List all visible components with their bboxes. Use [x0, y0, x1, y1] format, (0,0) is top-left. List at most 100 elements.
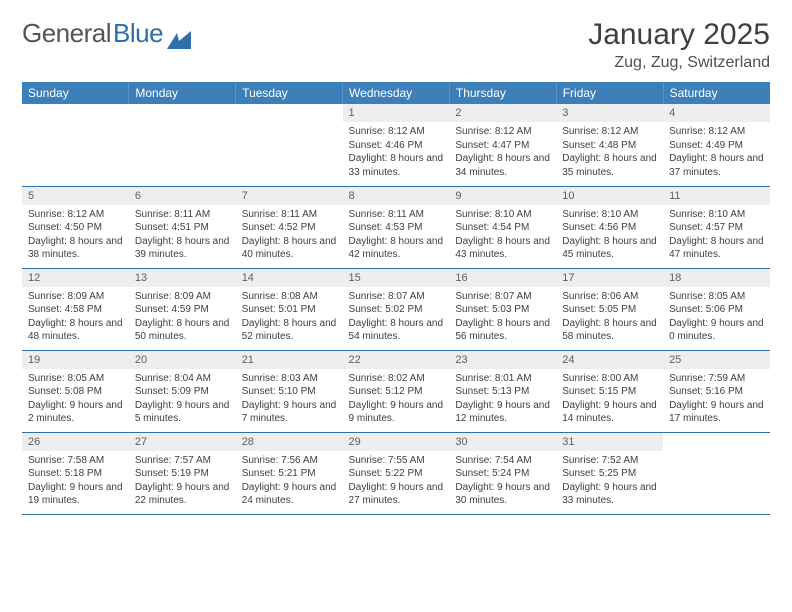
day-number: 28 — [236, 433, 343, 451]
logo-word-blue: Blue — [113, 18, 163, 49]
day-number-empty — [129, 104, 236, 122]
sunset-line: Sunset: 5:12 PM — [349, 385, 444, 399]
sunrise-line: Sunrise: 8:07 AM — [349, 290, 444, 304]
day-number: 7 — [236, 187, 343, 205]
day-details: Sunrise: 8:12 AMSunset: 4:48 PMDaylight:… — [556, 122, 663, 183]
calendar-cell: 25Sunrise: 7:59 AMSunset: 5:16 PMDayligh… — [663, 350, 770, 432]
day-number: 24 — [556, 351, 663, 369]
sunrise-line: Sunrise: 7:57 AM — [135, 454, 230, 468]
day-number: 30 — [449, 433, 556, 451]
calendar-cell: 2Sunrise: 8:12 AMSunset: 4:47 PMDaylight… — [449, 104, 556, 186]
day-number: 5 — [22, 187, 129, 205]
sunset-line: Sunset: 4:53 PM — [349, 221, 444, 235]
calendar-cell: 1Sunrise: 8:12 AMSunset: 4:46 PMDaylight… — [343, 104, 450, 186]
sunrise-line: Sunrise: 8:11 AM — [349, 208, 444, 222]
day-details: Sunrise: 8:00 AMSunset: 5:15 PMDaylight:… — [556, 369, 663, 430]
calendar-cell: 14Sunrise: 8:08 AMSunset: 5:01 PMDayligh… — [236, 268, 343, 350]
daylight-line: Daylight: 9 hours and 7 minutes. — [242, 399, 337, 426]
sunset-line: Sunset: 4:47 PM — [455, 139, 550, 153]
sunset-line: Sunset: 4:52 PM — [242, 221, 337, 235]
sunset-line: Sunset: 4:54 PM — [455, 221, 550, 235]
day-details: Sunrise: 8:07 AMSunset: 5:02 PMDaylight:… — [343, 287, 450, 348]
day-number: 26 — [22, 433, 129, 451]
calendar-cell: 26Sunrise: 7:58 AMSunset: 5:18 PMDayligh… — [22, 432, 129, 514]
day-details: Sunrise: 8:12 AMSunset: 4:46 PMDaylight:… — [343, 122, 450, 183]
sunrise-line: Sunrise: 8:12 AM — [28, 208, 123, 222]
sunrise-line: Sunrise: 8:12 AM — [669, 125, 764, 139]
sunrise-line: Sunrise: 8:11 AM — [242, 208, 337, 222]
sunset-line: Sunset: 5:08 PM — [28, 385, 123, 399]
page-subtitle: Zug, Zug, Switzerland — [588, 54, 770, 72]
weekday-friday: Friday — [556, 82, 663, 104]
sunset-line: Sunset: 4:49 PM — [669, 139, 764, 153]
sunset-line: Sunset: 5:16 PM — [669, 385, 764, 399]
sunrise-line: Sunrise: 8:11 AM — [135, 208, 230, 222]
calendar-cell: 27Sunrise: 7:57 AMSunset: 5:19 PMDayligh… — [129, 432, 236, 514]
daylight-line: Daylight: 8 hours and 33 minutes. — [349, 152, 444, 179]
daylight-line: Daylight: 8 hours and 45 minutes. — [562, 235, 657, 262]
calendar-cell: 6Sunrise: 8:11 AMSunset: 4:51 PMDaylight… — [129, 186, 236, 268]
sunrise-line: Sunrise: 8:12 AM — [562, 125, 657, 139]
day-number: 27 — [129, 433, 236, 451]
day-number: 3 — [556, 104, 663, 122]
calendar-cell — [236, 104, 343, 186]
sunset-line: Sunset: 5:22 PM — [349, 467, 444, 481]
calendar-cell: 5Sunrise: 8:12 AMSunset: 4:50 PMDaylight… — [22, 186, 129, 268]
calendar-week-row: 12Sunrise: 8:09 AMSunset: 4:58 PMDayligh… — [22, 268, 770, 350]
calendar-cell: 12Sunrise: 8:09 AMSunset: 4:58 PMDayligh… — [22, 268, 129, 350]
weekday-header-row: Sunday Monday Tuesday Wednesday Thursday… — [22, 82, 770, 104]
day-details: Sunrise: 8:11 AMSunset: 4:51 PMDaylight:… — [129, 205, 236, 266]
sunrise-line: Sunrise: 8:09 AM — [135, 290, 230, 304]
sunrise-line: Sunrise: 8:12 AM — [455, 125, 550, 139]
logo: GeneralBlue — [22, 18, 191, 49]
daylight-line: Daylight: 8 hours and 43 minutes. — [455, 235, 550, 262]
logo-word-general: General — [22, 18, 111, 49]
calendar-cell: 30Sunrise: 7:54 AMSunset: 5:24 PMDayligh… — [449, 432, 556, 514]
day-number: 14 — [236, 269, 343, 287]
day-number: 11 — [663, 187, 770, 205]
sunrise-line: Sunrise: 8:06 AM — [562, 290, 657, 304]
calendar-cell: 28Sunrise: 7:56 AMSunset: 5:21 PMDayligh… — [236, 432, 343, 514]
calendar-cell: 15Sunrise: 8:07 AMSunset: 5:02 PMDayligh… — [343, 268, 450, 350]
weekday-thursday: Thursday — [449, 82, 556, 104]
weekday-sunday: Sunday — [22, 82, 129, 104]
sunset-line: Sunset: 5:18 PM — [28, 467, 123, 481]
calendar-cell: 3Sunrise: 8:12 AMSunset: 4:48 PMDaylight… — [556, 104, 663, 186]
sunset-line: Sunset: 5:15 PM — [562, 385, 657, 399]
day-details: Sunrise: 7:58 AMSunset: 5:18 PMDaylight:… — [22, 451, 129, 512]
sunrise-line: Sunrise: 8:10 AM — [562, 208, 657, 222]
sunset-line: Sunset: 5:03 PM — [455, 303, 550, 317]
day-details: Sunrise: 8:10 AMSunset: 4:56 PMDaylight:… — [556, 205, 663, 266]
day-details: Sunrise: 8:02 AMSunset: 5:12 PMDaylight:… — [343, 369, 450, 430]
daylight-line: Daylight: 9 hours and 12 minutes. — [455, 399, 550, 426]
day-details: Sunrise: 8:01 AMSunset: 5:13 PMDaylight:… — [449, 369, 556, 430]
daylight-line: Daylight: 8 hours and 52 minutes. — [242, 317, 337, 344]
calendar-cell: 31Sunrise: 7:52 AMSunset: 5:25 PMDayligh… — [556, 432, 663, 514]
calendar-cell: 19Sunrise: 8:05 AMSunset: 5:08 PMDayligh… — [22, 350, 129, 432]
title-block: January 2025 Zug, Zug, Switzerland — [588, 18, 770, 72]
day-details: Sunrise: 8:05 AMSunset: 5:08 PMDaylight:… — [22, 369, 129, 430]
sunrise-line: Sunrise: 8:09 AM — [28, 290, 123, 304]
sunrise-line: Sunrise: 8:05 AM — [28, 372, 123, 386]
sunrise-line: Sunrise: 7:56 AM — [242, 454, 337, 468]
sunset-line: Sunset: 5:10 PM — [242, 385, 337, 399]
daylight-line: Daylight: 9 hours and 2 minutes. — [28, 399, 123, 426]
calendar-cell — [129, 104, 236, 186]
day-number: 17 — [556, 269, 663, 287]
daylight-line: Daylight: 8 hours and 40 minutes. — [242, 235, 337, 262]
sunset-line: Sunset: 5:19 PM — [135, 467, 230, 481]
day-details: Sunrise: 8:09 AMSunset: 4:59 PMDaylight:… — [129, 287, 236, 348]
daylight-line: Daylight: 8 hours and 37 minutes. — [669, 152, 764, 179]
day-details: Sunrise: 7:57 AMSunset: 5:19 PMDaylight:… — [129, 451, 236, 512]
calendar-week-row: 19Sunrise: 8:05 AMSunset: 5:08 PMDayligh… — [22, 350, 770, 432]
page-title: January 2025 — [588, 18, 770, 52]
day-number: 18 — [663, 269, 770, 287]
day-number: 16 — [449, 269, 556, 287]
day-number: 22 — [343, 351, 450, 369]
sunset-line: Sunset: 4:48 PM — [562, 139, 657, 153]
day-number: 8 — [343, 187, 450, 205]
calendar-cell: 7 Sunrise: 8:11 AMSunset: 4:52 PMDaylight… — [236, 186, 343, 268]
sunrise-line: Sunrise: 8:12 AM — [349, 125, 444, 139]
daylight-line: Daylight: 9 hours and 30 minutes. — [455, 481, 550, 508]
day-number: 29 — [343, 433, 450, 451]
